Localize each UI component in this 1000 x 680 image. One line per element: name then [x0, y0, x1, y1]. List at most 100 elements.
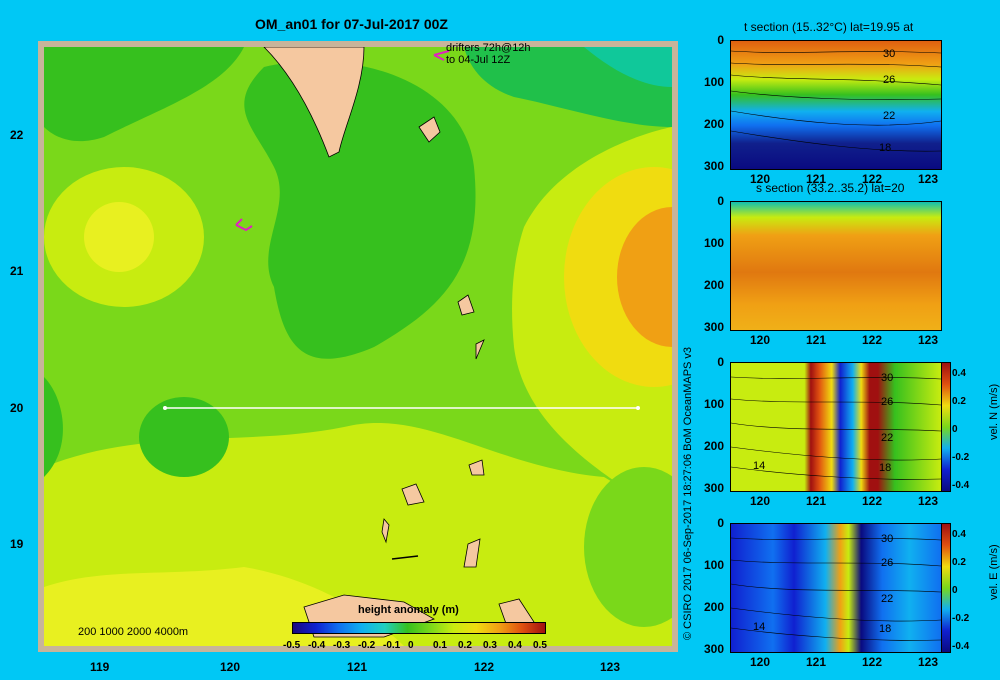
contour-label: 18: [879, 623, 891, 635]
edge-region-west: [44, 377, 63, 477]
contour-label: 26: [881, 396, 893, 408]
contour-line: [730, 607, 942, 622]
cooler-region-ne: [584, 47, 672, 87]
lat-label: 21: [10, 264, 24, 278]
section-lon-tick: 121: [806, 494, 827, 508]
contour-line: [730, 398, 942, 406]
depth-tick: 0: [717, 355, 724, 369]
map-svg: [44, 47, 672, 646]
colorbar-tick: 0.3: [483, 640, 497, 651]
contour-line: [730, 376, 942, 380]
map-title: OM_an01 for 07-Jul-2017 00Z: [255, 16, 448, 32]
lon-label: 120: [220, 660, 241, 674]
colorbar-tick: -0.3: [333, 640, 351, 651]
contour-label: 14: [753, 621, 765, 633]
vel-colorbar-tick: -0.4: [952, 480, 970, 491]
section-lon-tick: 121: [806, 655, 827, 669]
contour-label: 18: [879, 142, 891, 154]
depth-tick: 200: [703, 117, 724, 131]
section-lon-tick: 121: [806, 333, 827, 347]
vel-n-contours: 30 26 22 18 14: [730, 372, 942, 480]
depth-tick: 300: [703, 642, 724, 656]
colorbar-tick: 0.4: [508, 640, 522, 651]
vel-e-colorbar: [941, 523, 951, 653]
island: [418, 116, 441, 143]
depth-tick: 200: [703, 439, 724, 453]
vel-e-section-plot[interactable]: 30 26 22 18 14: [730, 523, 942, 653]
land-taiwan: [263, 47, 365, 158]
section-lon-tick: 123: [918, 494, 939, 508]
depth-tick: 0: [717, 516, 724, 530]
vel-colorbar-tick: 0.2: [952, 396, 966, 407]
section-end-marker: [636, 406, 640, 410]
section-lon-tick: 122: [862, 494, 883, 508]
section-start-marker: [163, 406, 167, 410]
contour-line: [730, 446, 942, 461]
vel-n-section-plot[interactable]: 30 26 22 18 14: [730, 362, 942, 492]
colorbar-tick: -0.2: [358, 640, 376, 651]
contour-label: 30: [881, 533, 893, 545]
vel-colorbar-tick: 0.4: [952, 368, 966, 379]
height-colorbar: [292, 622, 546, 634]
t-section-contours: 30 26 22 18: [730, 48, 942, 154]
lon-label: 121: [347, 660, 368, 674]
section-lon-tick: 122: [862, 333, 883, 347]
vel-colorbar-tick: -0.2: [952, 613, 970, 624]
low-anomaly-region: [244, 61, 476, 359]
contour-line: [730, 583, 942, 593]
lon-label: 119: [90, 660, 110, 674]
section-lon-tick: 123: [918, 172, 939, 186]
t-section-title: t section (15..32°C) lat=19.95 at: [744, 20, 914, 34]
colorbar-tick: -0.5: [283, 640, 301, 651]
s-section-title: s section (33.2..35.2) lat=20: [756, 181, 905, 195]
s-section-plot[interactable]: [730, 201, 942, 331]
low-anomaly-region-nw: [44, 47, 244, 142]
colorbar-title: height anomaly (m): [358, 604, 459, 616]
island-reef: [391, 555, 419, 560]
vel-n-colorbar: [941, 362, 951, 492]
contour-line: [730, 74, 942, 86]
vel-e-contours: 30 26 22 18 14: [730, 533, 942, 641]
contour-line: [730, 130, 942, 152]
t-section-plot[interactable]: 30 26 22 18: [730, 40, 942, 170]
contour-line: [730, 50, 942, 54]
eddy-southeast: [584, 467, 672, 627]
lat-label: 20: [10, 401, 24, 415]
drifter-track: [235, 218, 253, 232]
contour-label: 26: [883, 74, 895, 86]
depth-tick: 100: [703, 558, 724, 572]
depth-tick: 300: [703, 159, 724, 173]
drifter-legend-arrow: [433, 50, 450, 61]
vel-colorbar-tick: 0: [952, 585, 958, 596]
section-lon-tick: 123: [918, 333, 939, 347]
contour-line: [730, 627, 942, 641]
contour-line: [730, 62, 942, 68]
section-lon-tick: 120: [750, 172, 771, 186]
drifter-note-line1: drifters 72h@12h: [446, 42, 531, 54]
section-lon-tick: 122: [862, 655, 883, 669]
credit-text: © CSIRO 2017 06-Sep-2017 18:27:06 BoM Oc…: [682, 346, 694, 640]
contour-label: 22: [883, 110, 895, 122]
cyclonic-eddy: [139, 397, 229, 477]
contour-label: 26: [881, 557, 893, 569]
contour-label: 14: [753, 460, 765, 472]
contour-label: 30: [883, 48, 895, 60]
depth-tick: 300: [703, 320, 724, 334]
contour-line: [730, 466, 942, 480]
depth-tick: 300: [703, 481, 724, 495]
depth-tick: 200: [703, 600, 724, 614]
colorbar-ticks: -0.5 -0.4 -0.3 -0.2 -0.1 0 0.1 0.2 0.3 0.4 0.5: [283, 640, 553, 654]
colorbar-tick: -0.4: [308, 640, 326, 651]
colorbar-tick: 0.1: [433, 640, 447, 651]
contour-line: [730, 559, 942, 567]
height-anomaly-map[interactable]: [44, 47, 672, 646]
contour-label: 22: [881, 432, 893, 444]
contour-line: [730, 422, 942, 432]
colorbar-tick: 0.5: [533, 640, 547, 651]
island: [401, 483, 425, 506]
depth-tick: 100: [703, 397, 724, 411]
vel-n-label: vel. N (m/s): [988, 383, 1000, 440]
vel-colorbar-tick: 0.4: [952, 529, 966, 540]
hot-core-east: [617, 207, 672, 347]
warm-core-west: [84, 202, 154, 272]
